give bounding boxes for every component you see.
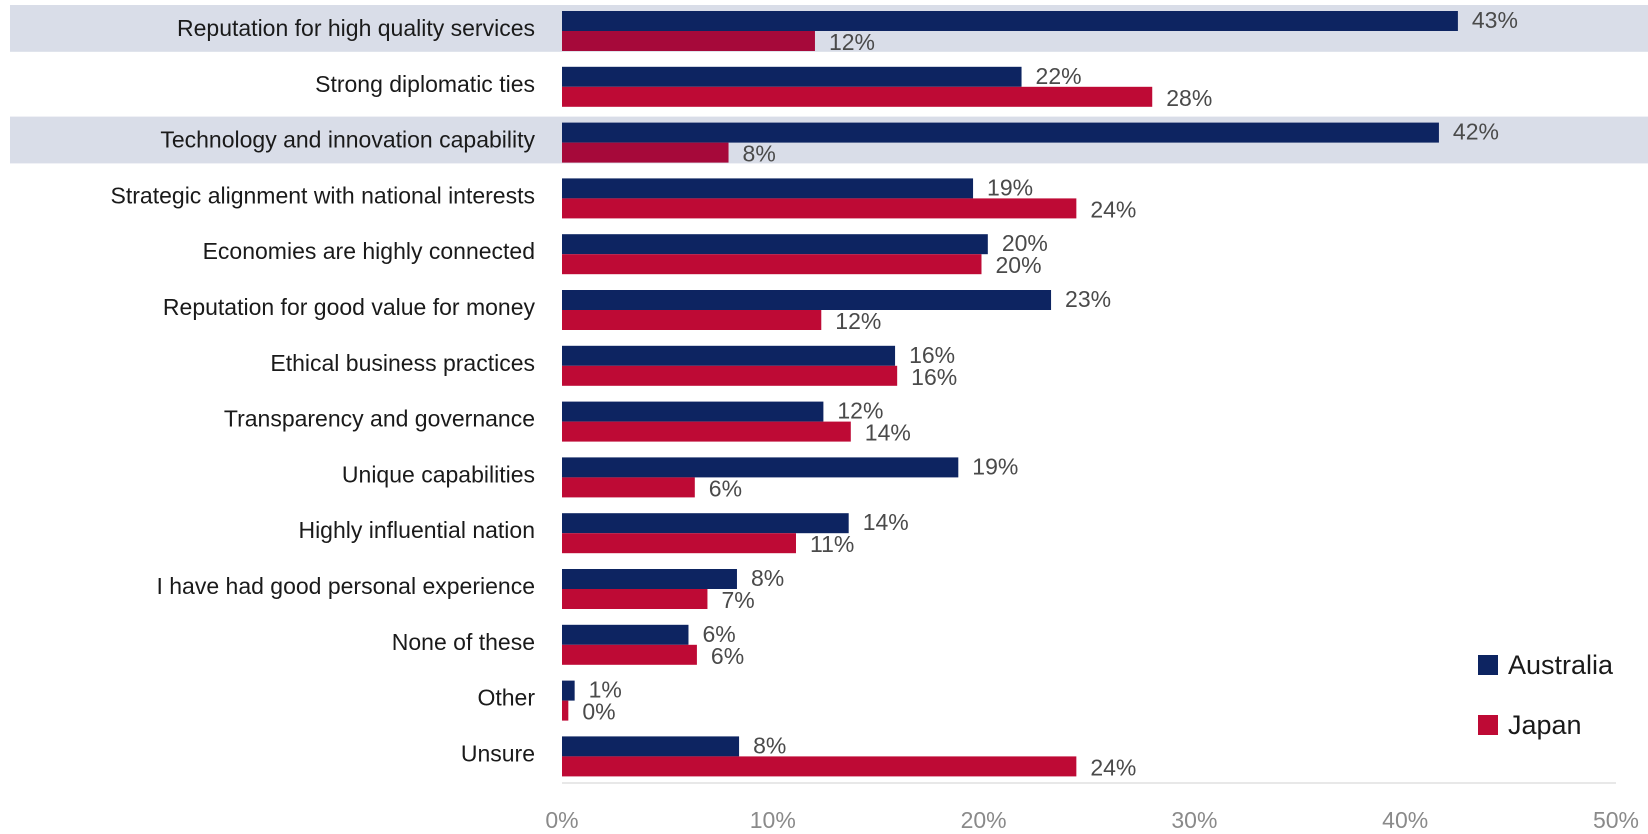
bar-australia (562, 680, 575, 701)
value-label-japan: 28% (1166, 85, 1212, 111)
bar-australia (562, 178, 974, 199)
value-label-australia: 22% (1036, 63, 1082, 89)
value-labels: 43% 12% 22% 28% 42% 8% 19% 24% 20%20% 23% 12% 16%16… (582, 7, 1518, 780)
bar-japan (562, 254, 982, 275)
category-label: Transparency and governance (224, 406, 535, 432)
bar-japan (562, 421, 851, 442)
bar-australia (562, 569, 737, 589)
bar-australia (562, 66, 1022, 87)
value-label-australia: 42% (1453, 119, 1499, 145)
category-label: Strategic alignment with national intere… (111, 182, 535, 208)
value-label-japan: 14% (865, 420, 911, 446)
bar-japan (562, 756, 1077, 777)
category-label: Unique capabilities (342, 461, 535, 487)
bar-japan (562, 198, 1077, 219)
category-label: Reputation for high quality services (177, 15, 535, 41)
bar-japan (562, 477, 695, 498)
bar-australia (562, 234, 988, 255)
value-label-japan: 24% (1090, 754, 1136, 780)
value-label-japan: 0% (582, 699, 615, 725)
value-label-japan: 12% (835, 308, 881, 334)
bar-japan (562, 589, 708, 609)
category-labels: Reputation for high quality services Stro… (111, 15, 536, 766)
bar-australia (562, 345, 896, 366)
category-label: Reputation for good value for money (163, 294, 536, 320)
bar-australia (562, 457, 959, 478)
bar-australia (562, 122, 1439, 143)
bar-australia (562, 736, 740, 757)
x-tick-label: 20% (961, 807, 1007, 833)
category-label: Other (477, 685, 535, 711)
value-label-japan: 6% (709, 475, 742, 501)
x-axis-ticks: 0% 10% 20% 30% 40% 50% (545, 807, 1639, 833)
bar-japan (562, 365, 898, 386)
value-label-japan: 12% (829, 29, 875, 55)
x-tick-label: 50% (1593, 807, 1639, 833)
value-label-australia: 19% (987, 174, 1033, 200)
value-label-australia: 12% (837, 398, 883, 424)
value-label-japan: 20% (995, 252, 1041, 278)
category-label: Ethical business practices (270, 350, 535, 376)
value-label-japan: 7% (721, 587, 754, 613)
value-label-japan: 8% (743, 141, 776, 167)
category-label: Highly influential nation (298, 517, 535, 543)
value-label-australia: 43% (1472, 7, 1518, 33)
value-label-australia: 8% (751, 565, 784, 591)
value-label-australia: 20% (1002, 230, 1048, 256)
bar-japan (562, 700, 569, 721)
bar-japan (562, 31, 815, 51)
category-label: Strong diplomatic ties (315, 71, 535, 97)
value-label-australia: 23% (1065, 286, 1111, 312)
bars (562, 11, 1458, 777)
x-tick-label: 40% (1382, 807, 1428, 833)
value-label-australia: 6% (702, 621, 735, 647)
value-label-australia: 1% (589, 677, 622, 703)
value-label-japan: 6% (711, 643, 744, 669)
bar-japan (562, 533, 796, 554)
x-tick-label: 0% (545, 807, 578, 833)
value-label-japan: 24% (1090, 196, 1136, 222)
bar-australia (562, 624, 689, 645)
bar-australia (562, 290, 1052, 310)
category-label: I have had good personal experience (156, 573, 535, 599)
category-label: Technology and innovation capability (160, 127, 535, 153)
bar-japan (562, 142, 729, 163)
bar-japan (562, 644, 697, 665)
x-tick-label: 30% (1171, 807, 1217, 833)
value-label-australia: 8% (753, 732, 786, 758)
bar-australia (562, 401, 824, 422)
bar-australia (562, 11, 1458, 31)
legend-swatch-japan (1478, 715, 1498, 735)
category-label: None of these (392, 629, 535, 655)
category-label: Unsure (461, 740, 535, 766)
legend-label-australia: Australia (1508, 650, 1614, 680)
value-label-japan: 11% (810, 531, 854, 557)
legend-label-japan: Japan (1508, 710, 1582, 740)
legend-swatch-australia (1478, 655, 1498, 675)
bar-japan (562, 86, 1153, 107)
x-tick-label: 10% (750, 807, 796, 833)
value-label-australia: 14% (863, 509, 909, 535)
bar-australia (562, 513, 849, 534)
legend: Australia Japan (1478, 650, 1614, 740)
category-label: Economies are highly connected (203, 238, 535, 264)
value-label-australia: 19% (972, 453, 1018, 479)
value-label-japan: 16% (911, 364, 957, 390)
bar-japan (562, 310, 822, 330)
value-label-australia: 16% (909, 342, 955, 368)
